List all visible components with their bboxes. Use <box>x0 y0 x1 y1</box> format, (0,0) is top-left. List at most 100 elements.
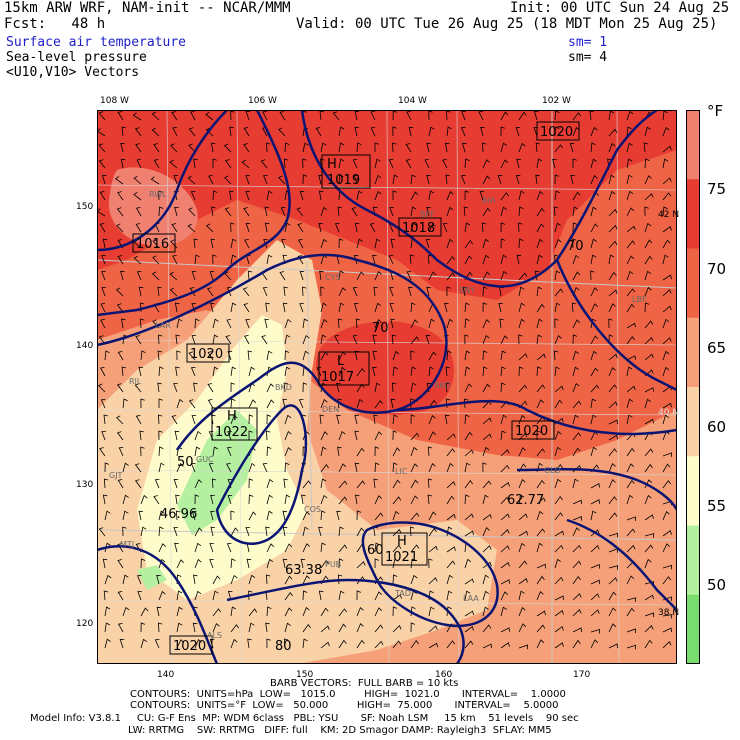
wind-barb <box>662 274 672 281</box>
grid-x-170: 170 <box>573 670 591 680</box>
wind-barb <box>122 526 127 537</box>
wind-barb <box>572 127 580 137</box>
wind-barb <box>373 478 378 489</box>
wind-barb <box>427 446 433 457</box>
isobar-label-1020-sw: 1020 <box>173 639 206 654</box>
wind-barb <box>352 335 358 345</box>
wind-barb <box>424 159 430 169</box>
wind-barb <box>188 127 196 137</box>
wind-barb <box>626 240 636 249</box>
wind-barb <box>626 528 636 537</box>
wind-barb <box>99 223 106 233</box>
wind-barb <box>446 640 456 649</box>
wind-barb <box>608 463 616 473</box>
wind-barb <box>644 533 655 538</box>
wind-barb <box>554 625 564 633</box>
wind-barb <box>589 110 594 121</box>
wind-barb <box>446 318 454 329</box>
wind-barb <box>243 335 250 345</box>
station-ako: AKO <box>434 381 451 390</box>
wind-barb <box>626 336 635 345</box>
wind-barb <box>133 255 142 265</box>
wind-barb <box>176 606 183 617</box>
wind-barb <box>662 530 672 537</box>
wind-barb <box>662 126 670 137</box>
wind-barb <box>171 223 178 233</box>
footer-barb-info: BARB VECTORS: FULL BARB = 10 kts <box>270 678 459 689</box>
wind-barb <box>446 606 452 617</box>
grid-y-130: 130 <box>76 480 94 490</box>
wind-barb <box>517 222 523 233</box>
wind-barb <box>662 641 672 649</box>
wind-barb <box>284 462 290 473</box>
wind-barb <box>229 126 234 137</box>
wind-barb <box>626 494 634 505</box>
wind-barb <box>480 126 485 137</box>
wind-barb <box>230 302 237 313</box>
wind-barb <box>373 286 378 297</box>
wind-barb <box>212 366 219 377</box>
wind-barb <box>406 111 412 121</box>
wind-barb <box>552 158 557 169</box>
wind-barb <box>554 558 562 569</box>
wind-barb <box>194 446 201 457</box>
wind-barb <box>297 255 304 265</box>
wind-barb <box>320 431 328 441</box>
wind-barb <box>536 353 546 361</box>
wind-barb <box>158 590 166 601</box>
wind-barb <box>266 350 273 361</box>
wind-barb <box>138 366 144 377</box>
wind-barb <box>554 544 564 553</box>
wind-barb <box>391 382 397 393</box>
wind-barb <box>390 238 396 249</box>
wind-barb <box>536 510 544 521</box>
wind-barb <box>302 334 310 345</box>
wind-barb <box>302 174 308 185</box>
temp-zone-70-75-north <box>97 110 677 300</box>
wind-barb <box>158 190 163 201</box>
wind-barb <box>572 112 582 121</box>
wind-barb <box>262 463 268 473</box>
wind-barb <box>644 463 653 473</box>
wind-barb <box>482 606 489 617</box>
wind-barb <box>554 430 562 441</box>
wind-barb <box>554 385 564 393</box>
wind-barb <box>446 206 454 217</box>
grid-y-120: 120 <box>76 619 94 629</box>
wind-barb <box>191 335 196 345</box>
wind-barb <box>230 624 240 633</box>
wind-barb <box>446 256 455 265</box>
wind-barb <box>318 190 324 201</box>
wind-barb <box>247 270 253 281</box>
wind-barb <box>608 367 616 377</box>
wind-barb <box>626 414 633 425</box>
wind-barb <box>158 558 166 569</box>
wind-barb <box>338 142 345 153</box>
wind-barb <box>498 302 503 313</box>
wind-barb <box>590 254 597 265</box>
wind-barb <box>151 127 160 137</box>
wind-barb <box>626 463 635 473</box>
wind-barb <box>302 318 309 329</box>
wind-barb <box>446 462 454 473</box>
wind-barb <box>140 398 145 409</box>
low-value-1: 1017 <box>321 370 354 385</box>
wind-barb <box>338 496 348 505</box>
forecast-hour: Fcst: 48 h <box>4 16 106 32</box>
wind-barb <box>210 238 216 249</box>
wind-barb <box>194 590 202 601</box>
wind-barb <box>644 239 653 249</box>
wind-barb <box>262 287 268 297</box>
high-label-2: H <box>227 409 237 424</box>
wind-barb <box>104 510 111 521</box>
wind-barb <box>266 558 274 569</box>
colorbar-unit: °F <box>707 102 724 120</box>
wind-barb <box>608 128 618 137</box>
wind-barb <box>188 207 196 217</box>
wind-barb <box>590 482 600 489</box>
wind-barb <box>518 578 528 585</box>
wind-barb <box>553 350 559 361</box>
wind-barb <box>410 366 416 377</box>
wind-barb <box>392 350 400 361</box>
wind-barb <box>608 448 618 457</box>
